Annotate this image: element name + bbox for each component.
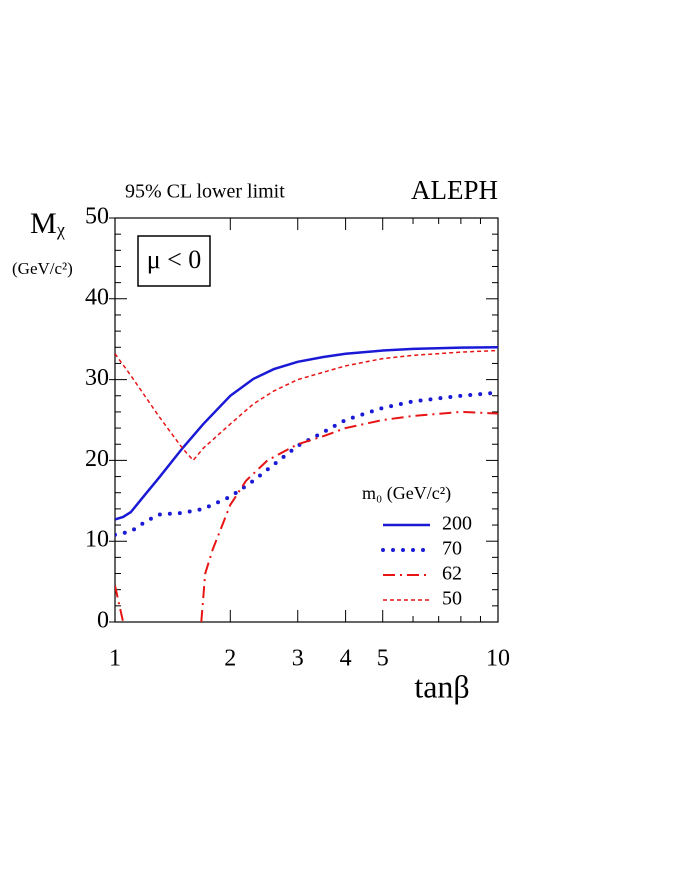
x-tick-label: 1 <box>109 646 121 672</box>
legend-label: 70 <box>442 538 462 560</box>
x-tick-label: 2 <box>224 646 236 672</box>
y-tick-label: 40 <box>85 284 109 310</box>
x-tick-label: 10 <box>486 646 510 672</box>
y-axis-unit: (GeV/c²) <box>12 259 73 278</box>
legend-title: m₀ (GeV/c²) <box>362 483 451 504</box>
y-tick-label: 30 <box>85 365 109 391</box>
legend-label: 200 <box>442 513 472 535</box>
y-tick-label: 50 <box>85 204 109 230</box>
y-tick-label: 0 <box>97 608 109 634</box>
y-axis-label: Mᵪ <box>30 207 66 240</box>
series-line <box>115 410 498 622</box>
y-tick-label: 10 <box>85 527 109 553</box>
annotation: μ < 0 <box>147 245 202 274</box>
annotation-box <box>137 235 211 287</box>
legend-label: 50 <box>442 588 462 610</box>
series-line <box>115 349 498 462</box>
plot-frame <box>114 217 499 623</box>
x-tick-label: 5 <box>377 646 389 672</box>
chart-title: 95% CL lower limit <box>125 181 285 203</box>
x-axis-label: tanβ <box>414 668 469 704</box>
series-line <box>115 390 498 537</box>
experiment-label: ALEPH <box>411 175 498 205</box>
x-tick-label: 3 <box>292 646 304 672</box>
x-tick-label: 4 <box>340 646 352 672</box>
legend-label: 62 <box>442 563 462 585</box>
y-tick-label: 20 <box>85 446 109 472</box>
series-line <box>115 346 498 521</box>
